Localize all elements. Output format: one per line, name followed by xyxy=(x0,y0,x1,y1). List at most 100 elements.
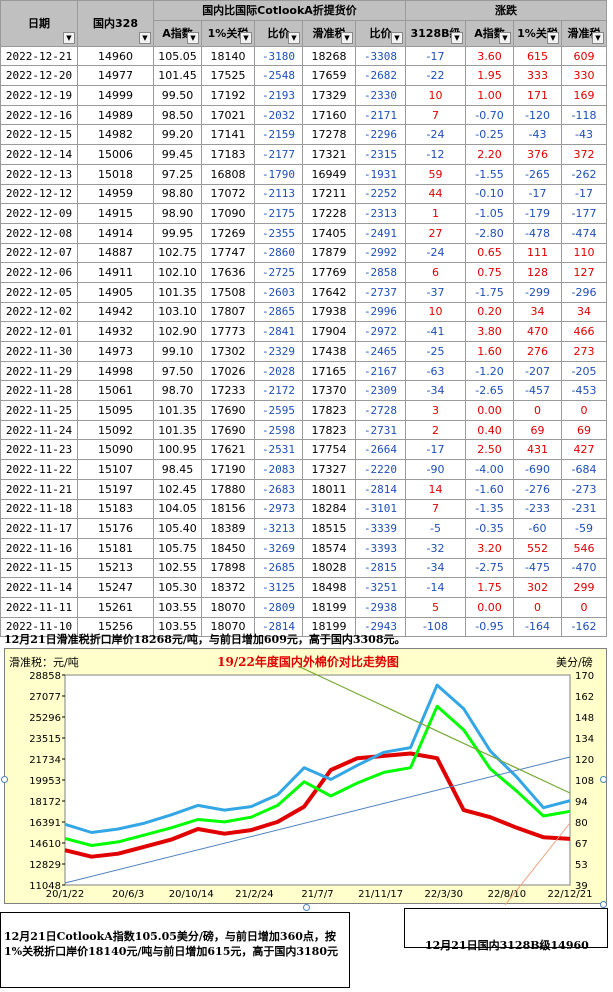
table-cell[interactable]: -2193 xyxy=(254,85,303,106)
table-cell[interactable]: 97.50 xyxy=(153,360,202,382)
table-cell[interactable]: 2022-12-02 xyxy=(0,301,78,323)
table-cell[interactable]: 14973 xyxy=(77,341,154,362)
table-cell[interactable]: 18156 xyxy=(201,498,255,520)
table-cell[interactable]: -1.05 xyxy=(465,203,514,224)
table-cell[interactable]: 15006 xyxy=(77,144,154,165)
table-cell[interactable]: -63 xyxy=(405,360,466,382)
table-cell[interactable]: -3180 xyxy=(254,45,303,67)
table-cell[interactable]: 111 xyxy=(513,242,562,264)
table-cell[interactable]: -2531 xyxy=(254,439,303,461)
table-cell[interactable]: 17302 xyxy=(201,341,255,362)
table-cell[interactable]: 330 xyxy=(561,65,607,87)
table-cell[interactable]: 1.75 xyxy=(465,577,514,598)
table-cell[interactable]: -0.10 xyxy=(465,183,514,205)
table-cell[interactable]: 18199 xyxy=(302,596,356,618)
table-cell[interactable]: 105.05 xyxy=(153,45,202,67)
table-cell[interactable]: -205 xyxy=(561,360,607,382)
table-cell[interactable]: 302 xyxy=(513,577,562,598)
col-header[interactable]: 滑准税 ▼ xyxy=(302,19,356,47)
table-cell[interactable]: 99.50 xyxy=(153,85,202,106)
table-cell[interactable]: -59 xyxy=(561,518,607,539)
table-cell[interactable]: 105.75 xyxy=(153,537,202,559)
table-cell[interactable]: 101.35 xyxy=(153,281,202,303)
table-cell[interactable]: -120 xyxy=(513,104,562,126)
table-cell[interactable]: -24 xyxy=(405,124,466,146)
table-cell[interactable]: -2683 xyxy=(254,478,303,500)
table-cell[interactable]: -3101 xyxy=(355,498,406,520)
table-cell[interactable]: 17438 xyxy=(302,341,356,362)
table-cell[interactable]: -2682 xyxy=(355,65,406,87)
table-cell[interactable]: -37 xyxy=(405,281,466,303)
table-cell[interactable]: 615 xyxy=(513,45,562,67)
table-cell[interactable]: 17508 xyxy=(201,281,255,303)
table-cell[interactable]: -2996 xyxy=(355,301,406,323)
table-cell[interactable]: 17880 xyxy=(201,478,255,500)
table-cell[interactable]: -2809 xyxy=(254,596,303,618)
table-cell[interactable]: -24 xyxy=(405,242,466,264)
table-cell[interactable]: -1.20 xyxy=(465,360,514,382)
table-cell[interactable]: -2.65 xyxy=(465,380,514,402)
table-cell[interactable]: -453 xyxy=(561,380,607,402)
table-cell[interactable]: -2943 xyxy=(355,616,406,638)
table-cell[interactable]: -32 xyxy=(405,537,466,559)
table-cell[interactable]: 127 xyxy=(561,262,607,283)
table-cell[interactable]: 14932 xyxy=(77,321,154,342)
table-cell[interactable]: -34 xyxy=(405,380,466,402)
table-cell[interactable]: 3 xyxy=(405,400,466,421)
table-cell[interactable]: 15107 xyxy=(77,459,154,480)
table-cell[interactable]: -2159 xyxy=(254,124,303,146)
resize-handle[interactable] xyxy=(600,901,607,908)
table-cell[interactable]: 17228 xyxy=(302,203,356,224)
table-cell[interactable]: 2022-12-08 xyxy=(0,222,78,244)
table-cell[interactable]: 15183 xyxy=(77,498,154,520)
table-cell[interactable]: 2022-12-13 xyxy=(0,163,78,185)
table-cell[interactable]: -265 xyxy=(513,163,562,185)
table-cell[interactable]: 18199 xyxy=(302,616,356,638)
table-cell[interactable]: 0 xyxy=(561,596,607,618)
table-cell[interactable]: 17747 xyxy=(201,242,255,264)
table-cell[interactable]: 15256 xyxy=(77,616,154,638)
table-cell[interactable]: -233 xyxy=(513,498,562,520)
table-cell[interactable]: 18389 xyxy=(201,518,255,539)
table-cell[interactable]: 15181 xyxy=(77,537,154,559)
table-cell[interactable]: 0.00 xyxy=(465,596,514,618)
table-cell[interactable]: 17327 xyxy=(302,459,356,480)
table-cell[interactable]: 99.95 xyxy=(153,222,202,244)
table-cell[interactable]: -2858 xyxy=(355,262,406,283)
table-cell[interactable]: 18372 xyxy=(201,577,255,598)
col-header-date[interactable]: 日期 ▼ xyxy=(0,0,78,47)
col-header[interactable]: 1%关税 ▼ xyxy=(513,19,562,47)
table-cell[interactable]: -2685 xyxy=(254,557,303,579)
table-cell[interactable]: -2172 xyxy=(254,380,303,402)
table-cell[interactable]: -43 xyxy=(513,124,562,146)
table-cell[interactable]: 102.90 xyxy=(153,321,202,342)
table-cell[interactable]: 546 xyxy=(561,537,607,559)
table-cell[interactable]: -2330 xyxy=(355,85,406,106)
table-cell[interactable]: 101.35 xyxy=(153,400,202,421)
table-cell[interactable]: 98.90 xyxy=(153,203,202,224)
table-cell[interactable]: -25 xyxy=(405,341,466,362)
table-cell[interactable]: -2737 xyxy=(355,281,406,303)
table-cell[interactable]: 14915 xyxy=(77,203,154,224)
table-cell[interactable]: 14942 xyxy=(77,301,154,323)
table-cell[interactable]: 59 xyxy=(405,163,466,185)
table-cell[interactable]: 16949 xyxy=(302,163,356,185)
table-cell[interactable]: 17190 xyxy=(201,459,255,480)
table-cell[interactable]: -207 xyxy=(513,360,562,382)
table-cell[interactable]: 2022-11-29 xyxy=(0,360,78,382)
table-cell[interactable]: -299 xyxy=(513,281,562,303)
table-cell[interactable]: 10 xyxy=(405,301,466,323)
table-cell[interactable]: 552 xyxy=(513,537,562,559)
col-header[interactable]: A指数 ▼ xyxy=(153,19,202,47)
table-cell[interactable]: 1 xyxy=(405,203,466,224)
table-cell[interactable]: -1931 xyxy=(355,163,406,185)
table-cell[interactable]: -2252 xyxy=(355,183,406,205)
table-cell[interactable]: -2603 xyxy=(254,281,303,303)
table-cell[interactable]: 0.65 xyxy=(465,242,514,264)
col-header[interactable]: 1%关税 ▼ xyxy=(201,19,255,47)
table-cell[interactable]: 14977 xyxy=(77,65,154,87)
table-cell[interactable]: 15018 xyxy=(77,163,154,185)
table-cell[interactable]: 17160 xyxy=(302,104,356,126)
table-cell[interactable]: 2022-12-07 xyxy=(0,242,78,264)
table-cell[interactable]: -22 xyxy=(405,65,466,87)
